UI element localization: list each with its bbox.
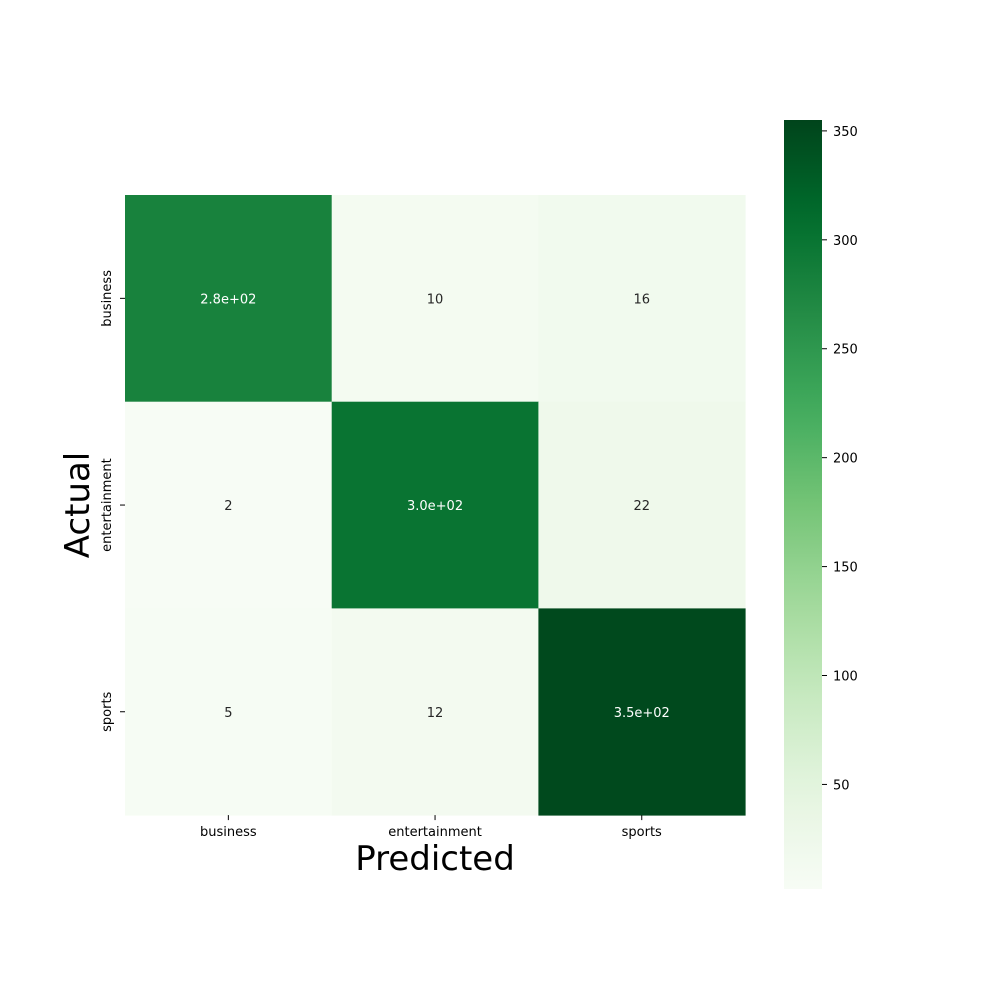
heatmap-cell	[331, 195, 539, 403]
cell-annotation: 3.0e+02	[407, 499, 463, 514]
colorbar-tick-label: 100	[833, 670, 858, 685]
heatmap-cell	[538, 401, 746, 609]
cell-annotation: 5	[224, 706, 232, 721]
y-tick-label: entertainment	[100, 458, 115, 552]
heatmap-cells	[125, 195, 746, 816]
cell-annotation: 10	[427, 292, 444, 307]
y-tick-label: sports	[100, 691, 115, 731]
heatmap-cell	[331, 608, 539, 816]
colorbar-ticks: 50 100 150 200 250 300 350	[822, 125, 858, 793]
colorbar-gradient	[784, 120, 822, 889]
x-tick-label: business	[200, 825, 257, 840]
x-tick-label: sports	[622, 825, 662, 840]
y-axis-ticks: business entertainment sports	[100, 270, 125, 732]
x-axis-ticks: business entertainment sports	[200, 815, 662, 840]
heatmap-cell	[125, 401, 333, 609]
heatmap-cell	[331, 401, 539, 609]
cell-annotation: 2.8e+02	[200, 292, 256, 307]
heatmap-cell	[125, 195, 333, 403]
colorbar-tick-label: 200	[833, 452, 858, 467]
colorbar-tick-label: 50	[833, 778, 850, 793]
y-tick-label: business	[100, 270, 115, 327]
colorbar-tick-label: 300	[833, 234, 858, 249]
colorbar-tick-label: 150	[833, 561, 858, 576]
cell-annotation: 3.5e+02	[614, 706, 670, 721]
x-axis-label: Predicted	[355, 839, 515, 879]
heatmap-cell	[538, 195, 746, 403]
cell-annotation: 16	[633, 292, 650, 307]
cell-annotation: 2	[224, 499, 232, 514]
colorbar-tick-label: 250	[833, 343, 858, 358]
y-axis-label: Actual	[58, 452, 98, 559]
cell-annotation: 22	[633, 499, 650, 514]
colorbar: 50 100 150 200 250 300 350	[784, 120, 858, 889]
cell-annotations: 2.8e+02 10 16 2 3.0e+02 22 5 12 3.5e+02	[200, 292, 670, 720]
x-tick-label: entertainment	[388, 825, 482, 840]
cell-annotation: 12	[427, 706, 444, 721]
heatmap-cell	[125, 608, 333, 816]
colorbar-tick-label: 350	[833, 125, 858, 140]
heatmap-cell	[538, 608, 746, 816]
